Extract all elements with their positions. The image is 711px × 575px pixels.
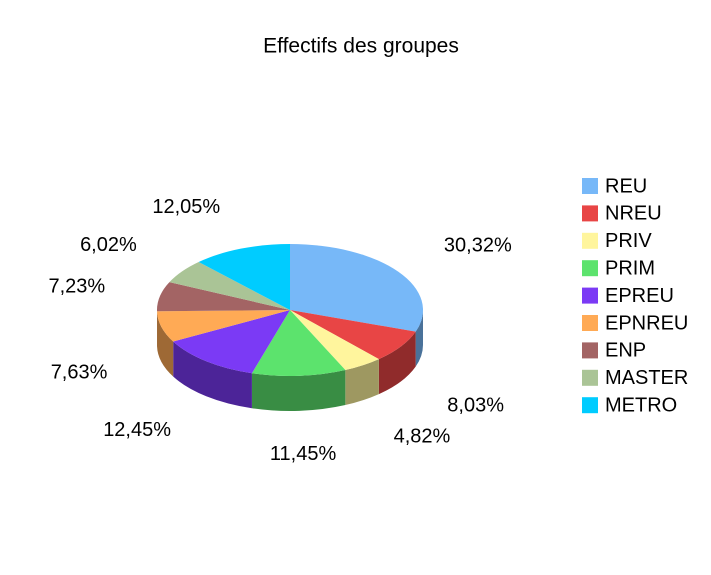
- slice: [290, 310, 416, 360]
- legend-swatch: [582, 178, 598, 194]
- slice: [198, 243, 290, 310]
- legend-label: ENP: [605, 340, 646, 362]
- slice-side: [345, 359, 379, 406]
- legend-label: REU: [605, 175, 647, 197]
- legend-label: EPNREU: [605, 312, 688, 334]
- data-label: 12,45%: [103, 419, 171, 441]
- slice-side: [173, 341, 252, 409]
- legend-swatch: [582, 260, 598, 277]
- legend-swatch: [582, 287, 598, 304]
- slice: [169, 262, 290, 310]
- slice: [156, 282, 290, 312]
- legend-swatch: [582, 397, 598, 414]
- slice-side: [157, 311, 174, 377]
- data-label: 8,03%: [447, 394, 504, 416]
- data-label: 12,05%: [152, 196, 220, 218]
- slice: [251, 310, 346, 376]
- legend-label: EPREU: [605, 285, 674, 307]
- chart-title: Effectifs des groupes: [263, 35, 459, 58]
- slice-side: [415, 310, 423, 367]
- legend-label: MASTER: [605, 367, 688, 389]
- data-label: 4,82%: [394, 425, 451, 447]
- legend-label: PRIM: [605, 257, 655, 279]
- legend-label: NREU: [605, 203, 662, 225]
- data-label: 11,45%: [270, 443, 337, 465]
- slice: [173, 310, 290, 374]
- data-label: 30,32%: [444, 234, 512, 256]
- legend-swatch: [582, 342, 598, 359]
- slice: [157, 310, 290, 342]
- data-label: 7,23%: [49, 275, 106, 297]
- slice: [290, 244, 423, 332]
- slice-side: [251, 370, 346, 411]
- legend-swatch: [582, 369, 598, 386]
- slice-side: [378, 331, 416, 395]
- slice: [290, 310, 379, 371]
- data-label: 6,02%: [80, 234, 137, 256]
- legend-label: METRO: [605, 394, 677, 416]
- legend-swatch: [582, 315, 598, 331]
- legend-label: PRIV: [605, 230, 652, 252]
- legend-swatch: [582, 232, 598, 249]
- legend-swatch: [582, 205, 598, 222]
- data-label: 7,63%: [51, 361, 108, 383]
